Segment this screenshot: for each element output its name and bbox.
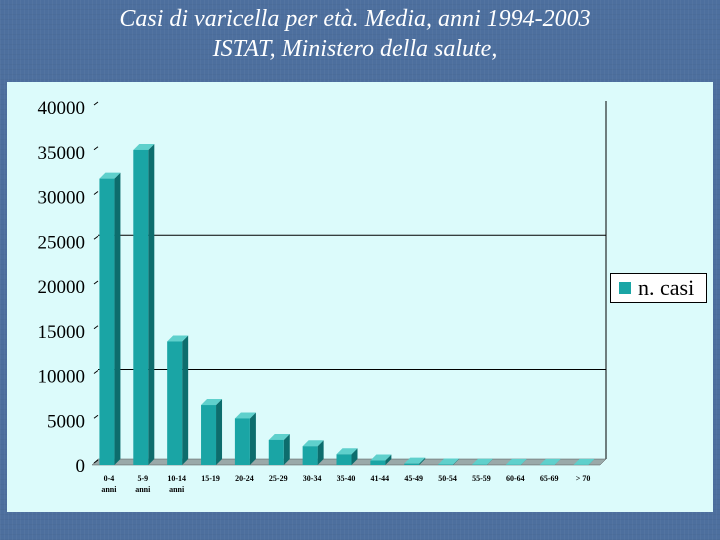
y-tick-mark <box>93 414 99 419</box>
bar-top <box>370 454 392 461</box>
y-tick-label: 30000 <box>38 188 86 209</box>
y-tick-label: 15000 <box>38 322 86 343</box>
y-tick-mark <box>93 101 99 106</box>
bar-side <box>351 448 358 465</box>
bar-side <box>317 440 324 465</box>
bar-top <box>234 412 256 419</box>
x-tick-label: 5-9 <box>137 474 148 483</box>
chart-legend: n. casi <box>610 273 707 303</box>
bar <box>234 418 250 465</box>
bar <box>404 463 420 465</box>
x-tick-label: 0-4 <box>104 474 115 483</box>
x-tick-label: 65-69 <box>540 474 559 483</box>
bar-top <box>404 457 426 464</box>
y-tick-label: 35000 <box>38 143 86 164</box>
bar-side <box>249 412 256 465</box>
x-tick-label: 45-49 <box>404 474 423 483</box>
bar-side <box>182 335 189 465</box>
y-tick-label: 40000 <box>38 98 86 119</box>
y-tick-mark <box>93 325 99 330</box>
bar-top <box>268 433 290 440</box>
bar-side <box>385 454 392 465</box>
x-tick-label: 50-54 <box>438 474 457 483</box>
bar <box>167 341 183 465</box>
chart-panel: 0 5000 10000 15000 20000 25000 30000 35000 40000… <box>7 82 713 512</box>
bar-top <box>133 143 155 150</box>
bar-side <box>588 458 595 465</box>
x-tick-label: 30-34 <box>303 474 322 483</box>
x-tick-label: 55-59 <box>472 474 491 483</box>
slide-title: Casi di varicella per età. Media, anni 1… <box>0 4 710 64</box>
bar-side <box>148 143 155 465</box>
bar-side <box>520 458 527 465</box>
x-tick-label: anni <box>135 485 151 494</box>
bar-top <box>438 458 460 465</box>
bar <box>133 149 149 465</box>
x-tick-label: 15-19 <box>201 474 220 483</box>
bar-side <box>486 458 493 465</box>
bar <box>268 439 284 465</box>
y-tick-label: 0 <box>76 456 86 477</box>
bar-side <box>419 457 426 465</box>
x-tick-label: 20-24 <box>235 474 254 483</box>
title-line-1: Casi di varicella per età. Media, anni 1… <box>119 6 591 32</box>
x-tick-label: 25-29 <box>269 474 288 483</box>
legend-label: n. casi <box>638 275 695 300</box>
bar-side <box>216 399 223 465</box>
y-tick-mark <box>93 459 99 464</box>
y-tick-mark <box>93 146 99 151</box>
bar-top <box>505 458 527 465</box>
bar-side <box>283 433 290 465</box>
y-tick-mark <box>93 280 99 285</box>
y-tick-mark <box>93 370 99 374</box>
bar-top <box>471 458 493 465</box>
bar-side <box>453 458 460 465</box>
bar <box>302 446 318 465</box>
y-tick-mark <box>93 235 99 240</box>
x-tick-label: anni <box>101 485 117 494</box>
bar-side <box>114 172 121 465</box>
y-tick-label: 5000 <box>47 411 85 432</box>
bar-top <box>201 399 223 406</box>
bar-side <box>554 458 561 465</box>
bar-top <box>539 458 561 465</box>
x-tick-label: 60-64 <box>506 474 525 483</box>
bar-top <box>99 172 121 179</box>
bar-chart: 0 5000 10000 15000 20000 25000 30000 35000 40000… <box>38 98 607 494</box>
y-tick-mark <box>93 191 99 195</box>
bar-top <box>302 440 324 447</box>
x-tick-label: 41-44 <box>371 474 390 483</box>
y-tick-label: 25000 <box>38 232 86 253</box>
legend-swatch <box>619 282 631 294</box>
bar-top <box>336 448 358 455</box>
x-tick-label: > 70 <box>576 474 591 483</box>
bar-top <box>573 458 595 465</box>
x-tick-label: 10-14 <box>167 474 186 483</box>
bar <box>201 405 217 465</box>
x-tick-label: 35-40 <box>337 474 356 483</box>
bar <box>336 454 352 465</box>
bar <box>370 460 386 465</box>
y-tick-label: 20000 <box>38 277 86 298</box>
bar-top <box>167 335 189 342</box>
y-tick-label: 10000 <box>38 367 86 388</box>
title-line-2: ISTAT, Ministero della salute, <box>212 36 498 62</box>
bar <box>99 178 115 465</box>
x-tick-label: anni <box>169 485 185 494</box>
